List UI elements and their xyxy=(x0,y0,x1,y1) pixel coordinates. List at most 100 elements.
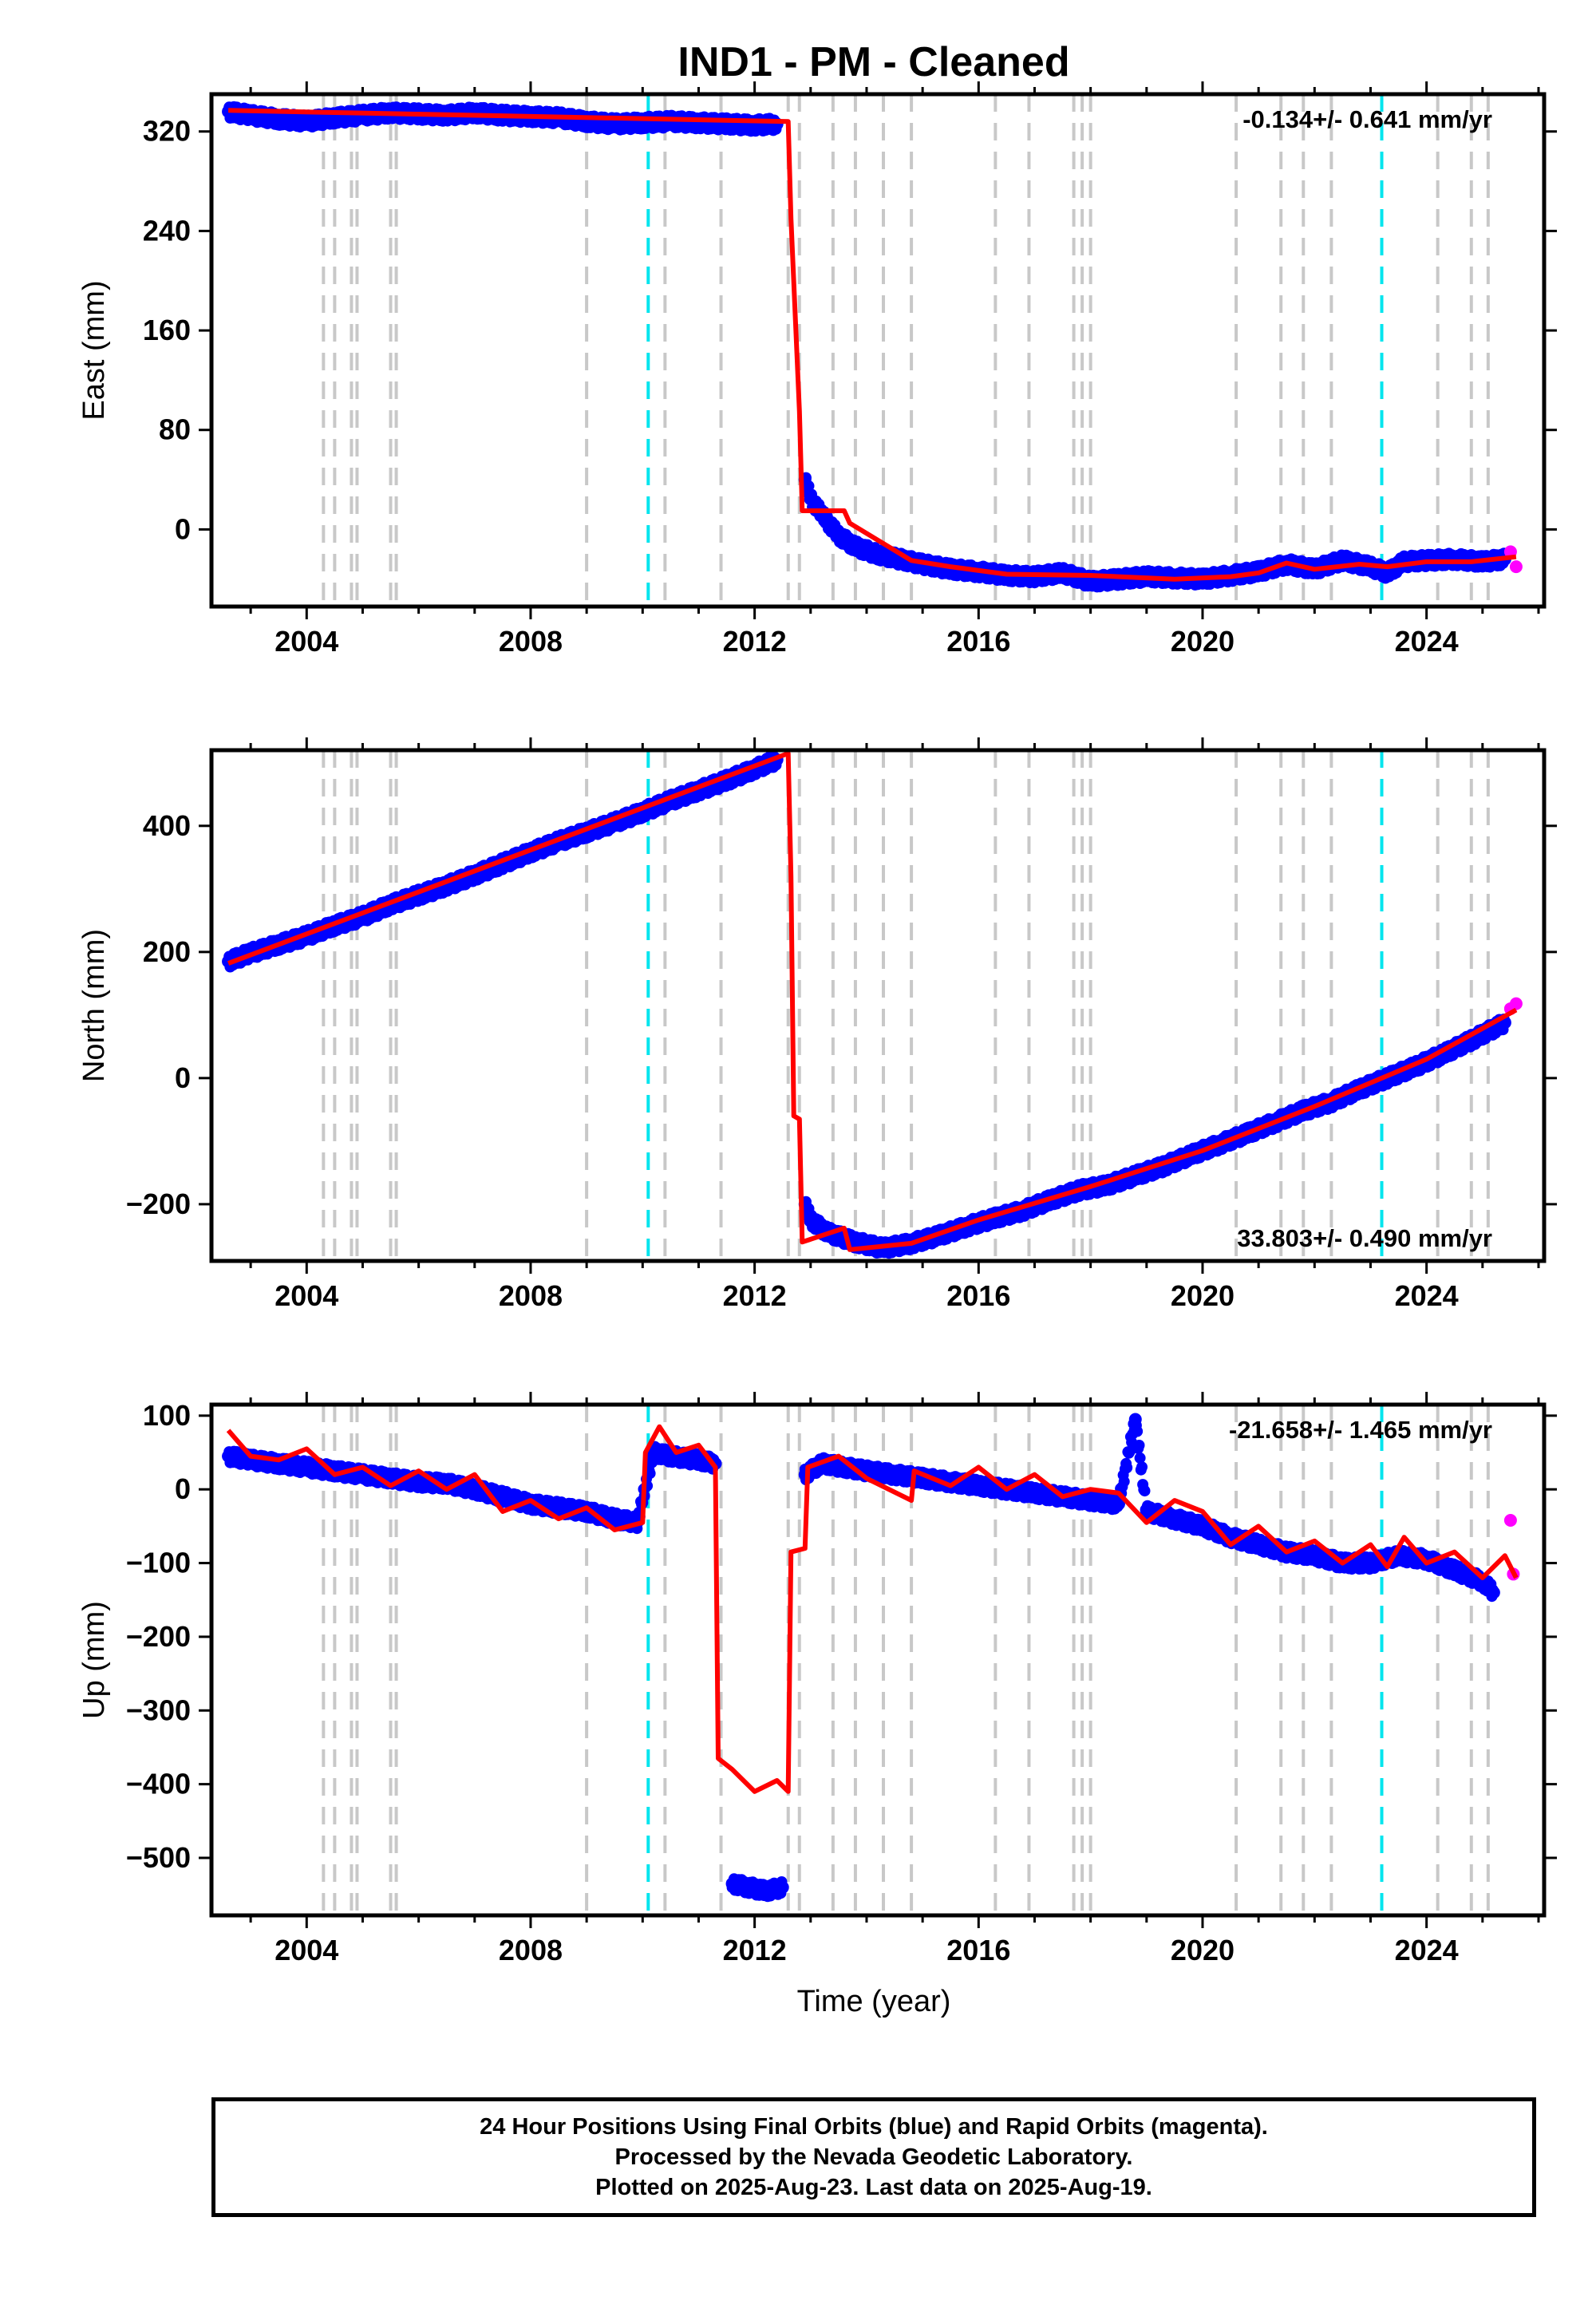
y-axis-label: Up (mm) xyxy=(77,1601,111,1719)
x-tick-label: 2012 xyxy=(723,625,787,658)
final-orbit-point xyxy=(1118,1476,1130,1488)
final-orbit-point xyxy=(1134,1452,1146,1464)
final-orbit-point xyxy=(1132,1425,1144,1437)
y-tick-label: 0 xyxy=(175,1061,191,1094)
x-axis-label: Time (year) xyxy=(797,1985,951,2018)
y-tick-label: 160 xyxy=(143,314,191,346)
y-tick-label: 240 xyxy=(143,214,191,247)
rate-annotation: -0.134+/- 0.641 mm/yr xyxy=(1242,105,1492,133)
final-orbit-point xyxy=(848,1235,862,1249)
x-tick-label: 2004 xyxy=(275,1279,338,1312)
model-fit-line xyxy=(227,751,1518,1252)
x-tick-label: 2020 xyxy=(1171,625,1235,658)
final-orbit-point xyxy=(832,529,845,543)
y-tick-label: 0 xyxy=(175,1472,191,1505)
final-orbit-point xyxy=(1252,1538,1266,1551)
x-tick-label: 2024 xyxy=(1395,1279,1459,1312)
final-orbit-point xyxy=(888,1468,902,1481)
panel-frame xyxy=(209,1402,1547,1918)
final-orbit-point xyxy=(608,117,622,131)
y-tick-label: −100 xyxy=(126,1547,191,1579)
final-orbit-point xyxy=(272,113,286,126)
figure-title: IND1 - PM - Cleaned xyxy=(678,39,1069,85)
y-tick-label: −300 xyxy=(126,1694,191,1726)
final-orbit-point xyxy=(496,1490,509,1504)
y-tick-label: −200 xyxy=(126,1188,191,1220)
final-orbit-point xyxy=(1084,575,1097,588)
final-orbit-point xyxy=(300,115,314,128)
final-orbit-point xyxy=(725,1877,739,1891)
rapid-orbit-point xyxy=(1503,1513,1517,1527)
model-fit-line xyxy=(228,108,1517,582)
y-tick-label: −500 xyxy=(126,1841,191,1874)
final-orbit-point xyxy=(1195,1520,1209,1533)
x-tick-label: 2020 xyxy=(1171,1934,1235,1966)
final-orbit-point xyxy=(222,1449,235,1463)
final-orbit-point xyxy=(1139,1485,1151,1497)
final-orbit-point xyxy=(300,1460,314,1474)
rapid-orbit-point xyxy=(1509,997,1523,1010)
final-orbit-point xyxy=(804,1213,817,1227)
final-orbit-point xyxy=(608,1512,622,1526)
panel-2: 400 200 0 −200 2004 2008 2012 2016 2020 2024 North… xyxy=(77,737,1557,1312)
final-orbit-point xyxy=(1028,1486,1041,1500)
y-axis-label: East (mm) xyxy=(77,280,111,420)
final-orbit-point xyxy=(871,547,884,561)
final-orbit-point xyxy=(742,1880,756,1894)
final-orbit-point xyxy=(1140,1504,1153,1518)
final-orbit-point xyxy=(412,1475,425,1488)
final-orbit-point xyxy=(692,1453,705,1467)
final-orbit-point xyxy=(1487,1586,1500,1599)
panel-frame xyxy=(209,92,1547,609)
rate-annotation: -21.658+/- 1.465 mm/yr xyxy=(1229,1416,1492,1444)
y-axis-label: North (mm) xyxy=(77,929,111,1082)
final-orbit-point xyxy=(1364,1556,1377,1570)
final-orbit-point xyxy=(552,1501,566,1515)
x-tick-label: 2004 xyxy=(275,1934,338,1966)
model-fit-line xyxy=(226,1424,1519,1794)
x-tick-label: 2008 xyxy=(499,1934,563,1966)
y-tick-label: 100 xyxy=(143,1399,191,1432)
x-tick-label: 2016 xyxy=(946,1279,1010,1312)
final-orbit-point xyxy=(1381,566,1394,579)
x-tick-label: 2008 xyxy=(499,1279,563,1312)
footer-line-2: Processed by the Nevada Geodetic Laborat… xyxy=(614,2144,1133,2170)
final-orbit-point xyxy=(848,540,862,554)
panels-group: 320 240 160 80 0 2004 2008 2012 2016 2020 2024 East… xyxy=(77,81,1557,1966)
final-orbit-point xyxy=(1136,1461,1148,1473)
final-orbit-point xyxy=(1084,1494,1097,1508)
rapid-orbit-point xyxy=(1509,560,1523,574)
y-tick-label: 320 xyxy=(143,115,191,148)
y-tick-label: 0 xyxy=(175,512,191,545)
final-orbit-point xyxy=(647,1446,661,1460)
y-tick-label: 200 xyxy=(143,935,191,968)
final-orbit-point xyxy=(1476,1575,1489,1588)
final-orbit-point xyxy=(1128,1413,1142,1426)
x-tick-label: 2016 xyxy=(946,625,1010,658)
final-orbit-point xyxy=(1112,1497,1125,1511)
final-orbit-point xyxy=(759,1884,772,1898)
plot-area xyxy=(222,94,1523,607)
final-orbit-point xyxy=(804,492,817,505)
final-orbit-point xyxy=(1121,1462,1133,1473)
x-tick-label: 2024 xyxy=(1395,625,1459,658)
x-tick-label: 2008 xyxy=(499,625,563,658)
panel-3: 100 0 −100 −200 −300 −400 −500 2004 2008 2012 2016… xyxy=(77,1392,1557,1966)
final-orbit-point xyxy=(1133,1440,1145,1451)
panel-1: 320 240 160 80 0 2004 2008 2012 2016 2020 2024 East… xyxy=(77,81,1557,658)
final-orbit-point xyxy=(1167,1512,1181,1526)
final-orbit-point xyxy=(468,1483,481,1496)
final-orbit-point xyxy=(1448,1563,1461,1577)
rate-annotation: 33.803+/- 0.490 mm/yr xyxy=(1237,1224,1492,1252)
x-tick-label: 2004 xyxy=(275,625,338,658)
plot-area xyxy=(222,1405,1520,1915)
y-tick-label: −200 xyxy=(126,1620,191,1653)
plot-area xyxy=(222,750,1523,1261)
panel-frame xyxy=(209,748,1547,1263)
final-orbit-point xyxy=(644,1468,656,1480)
final-orbit-point xyxy=(1308,1549,1321,1563)
footer-legend-box: 24 Hour Positions Using Final Orbits (bl… xyxy=(211,2097,1536,2217)
y-tick-label: −400 xyxy=(126,1768,191,1800)
x-tick-label: 2012 xyxy=(723,1934,787,1966)
